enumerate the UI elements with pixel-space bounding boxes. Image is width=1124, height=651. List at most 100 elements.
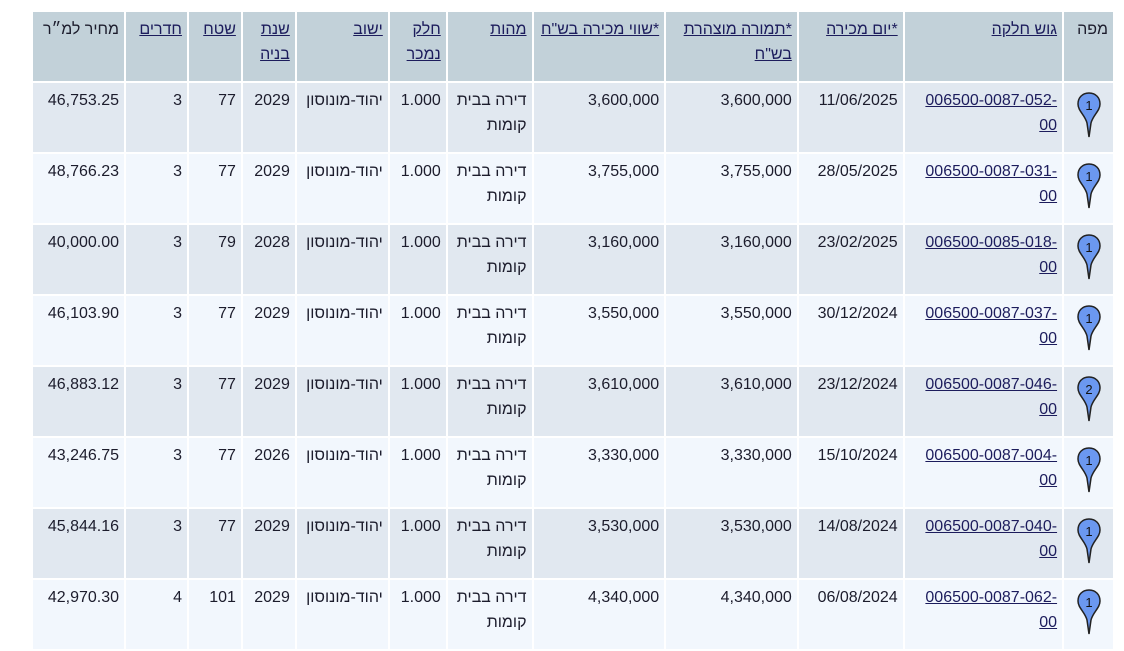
cell-parcel[interactable]: 006500-0087-004-00	[902, 436, 1065, 509]
cell-sale-date: 30/12/2024	[796, 294, 905, 367]
header-sale-value[interactable]: *שווי מכירה בש"ח	[531, 10, 667, 83]
cell-parcel[interactable]: 006500-0087-040-00	[902, 507, 1065, 580]
header-sale-date[interactable]: *יום מכירה	[796, 10, 905, 83]
cell-map[interactable]: 1	[1062, 578, 1115, 651]
parcel-link[interactable]: 006500-0087-004-00	[925, 447, 1058, 489]
price-per-sqm-value: 43,246.75	[47, 447, 120, 464]
header-build-year-label[interactable]: שנת בניה	[260, 21, 290, 63]
pin-number: 1	[1085, 524, 1092, 539]
cell-declared-value: 4,340,000	[664, 578, 799, 651]
area-value: 77	[218, 376, 236, 393]
map-pin-icon[interactable]: 1	[1076, 233, 1102, 281]
parcel-link[interactable]: 006500-0087-040-00	[925, 518, 1058, 560]
sale-date-value: 30/12/2024	[817, 305, 898, 322]
header-area[interactable]: שטח	[186, 10, 243, 83]
header-sale-value-label[interactable]: *שווי מכירה בש"ח	[540, 21, 660, 38]
header-share-sold[interactable]: חלק נמכר	[387, 10, 448, 83]
cell-map[interactable]: 1	[1062, 223, 1115, 296]
cell-build-year: 2028	[240, 223, 297, 296]
cell-map[interactable]: 1	[1062, 436, 1115, 509]
sale-date-value: 23/12/2024	[817, 376, 898, 393]
parcel-link[interactable]: 006500-0087-031-00	[925, 163, 1058, 205]
build-year-value: 2028	[254, 234, 290, 251]
header-parcel[interactable]: גוש חלקה	[902, 10, 1065, 83]
cell-parcel[interactable]: 006500-0085-018-00	[902, 223, 1065, 296]
cell-sale-date: 14/08/2024	[796, 507, 905, 580]
map-pin-icon[interactable]: 1	[1076, 304, 1102, 352]
price-per-sqm-value: 46,753.25	[47, 92, 120, 109]
property-type-value: דירה בבית קומות	[456, 447, 527, 489]
cell-city: יהוד-מונוסון	[294, 365, 390, 438]
cell-build-year: 2029	[240, 578, 297, 651]
declared-value-value: 3,160,000	[720, 234, 792, 251]
parcel-link[interactable]: 006500-0085-018-00	[925, 234, 1058, 276]
cell-area: 79	[186, 223, 243, 296]
header-parcel-label[interactable]: גוש חלקה	[991, 21, 1058, 38]
cell-area: 77	[186, 152, 243, 225]
cell-build-year: 2029	[240, 507, 297, 580]
header-property-type-label[interactable]: מהות	[490, 21, 527, 38]
map-pin-icon[interactable]: 1	[1076, 446, 1102, 494]
header-share-sold-label[interactable]: חלק נמכר	[406, 21, 441, 63]
cell-property-type: דירה בבית קומות	[445, 294, 534, 367]
cell-parcel[interactable]: 006500-0087-037-00	[902, 294, 1065, 367]
header-rooms[interactable]: חדרים	[124, 10, 189, 83]
share-sold-value: 1.000	[400, 589, 441, 606]
build-year-value: 2029	[254, 92, 290, 109]
map-pin-icon[interactable]: 1	[1076, 517, 1102, 565]
cell-map[interactable]: 1	[1062, 294, 1115, 367]
area-value: 77	[218, 92, 236, 109]
header-declared-value-label[interactable]: *תמורה מוצהרת בש"ח	[683, 21, 792, 63]
table-row: 2 006500-0087-046-00 23/12/2024 3,610,000 3,…	[30, 365, 1115, 438]
sale-value-value: 3,755,000	[587, 163, 660, 180]
declared-value-value: 4,340,000	[720, 589, 792, 606]
map-pin-icon[interactable]: 1	[1076, 162, 1102, 210]
cell-sale-value: 3,160,000	[531, 223, 667, 296]
parcel-link[interactable]: 006500-0087-046-00	[925, 376, 1058, 418]
sale-value-value: 3,530,000	[587, 518, 660, 535]
cell-map[interactable]: 1	[1062, 507, 1115, 580]
pin-number: 1	[1085, 311, 1092, 326]
property-type-value: דירה בבית קומות	[456, 163, 527, 205]
cell-map[interactable]: 2	[1062, 365, 1115, 438]
share-sold-value: 1.000	[400, 234, 441, 251]
cell-city: יהוד-מונוסון	[294, 578, 390, 651]
parcel-link[interactable]: 006500-0087-052-00	[925, 92, 1058, 134]
cell-declared-value: 3,330,000	[664, 436, 799, 509]
cell-sale-date: 15/10/2024	[796, 436, 905, 509]
header-build-year[interactable]: שנת בניה	[240, 10, 297, 83]
rooms-value: 3	[173, 92, 182, 109]
sale-date-value: 15/10/2024	[817, 447, 898, 464]
header-rooms-label[interactable]: חדרים	[139, 21, 182, 38]
cell-parcel[interactable]: 006500-0087-046-00	[902, 365, 1065, 438]
cell-map[interactable]: 1	[1062, 152, 1115, 225]
header-property-type[interactable]: מהות	[445, 10, 534, 83]
cell-parcel[interactable]: 006500-0087-031-00	[902, 152, 1065, 225]
cell-map[interactable]: 1	[1062, 81, 1115, 154]
cell-share-sold: 1.000	[387, 436, 448, 509]
map-pin-icon[interactable]: 1	[1076, 91, 1102, 139]
header-area-label[interactable]: שטח	[203, 21, 236, 38]
cell-parcel[interactable]: 006500-0087-062-00	[902, 578, 1065, 651]
map-pin-icon[interactable]: 1	[1076, 588, 1102, 636]
cell-parcel[interactable]: 006500-0087-052-00	[902, 81, 1065, 154]
city-value: יהוד-מונוסון	[306, 234, 383, 251]
cell-price-per-sqm: 48,766.23	[30, 152, 127, 225]
header-sale-date-label[interactable]: *יום מכירה	[826, 21, 898, 38]
header-city[interactable]: ישוב	[294, 10, 390, 83]
cell-city: יהוד-מונוסון	[294, 507, 390, 580]
cell-share-sold: 1.000	[387, 81, 448, 154]
property-type-value: דירה בבית קומות	[456, 589, 527, 631]
declared-value-value: 3,550,000	[720, 305, 792, 322]
cell-declared-value: 3,530,000	[664, 507, 799, 580]
parcel-link[interactable]: 006500-0087-037-00	[925, 305, 1058, 347]
parcel-link[interactable]: 006500-0087-062-00	[925, 589, 1058, 631]
cell-sale-date: 23/12/2024	[796, 365, 905, 438]
header-price-per-sqm-label: מחיר למ״ר	[43, 21, 120, 38]
cell-sale-value: 3,530,000	[531, 507, 667, 580]
pin-number: 1	[1085, 595, 1092, 610]
price-per-sqm-value: 46,883.12	[47, 376, 120, 393]
header-declared-value[interactable]: *תמורה מוצהרת בש"ח	[664, 10, 799, 83]
header-city-label[interactable]: ישוב	[353, 21, 383, 38]
map-pin-icon[interactable]: 2	[1076, 375, 1102, 423]
